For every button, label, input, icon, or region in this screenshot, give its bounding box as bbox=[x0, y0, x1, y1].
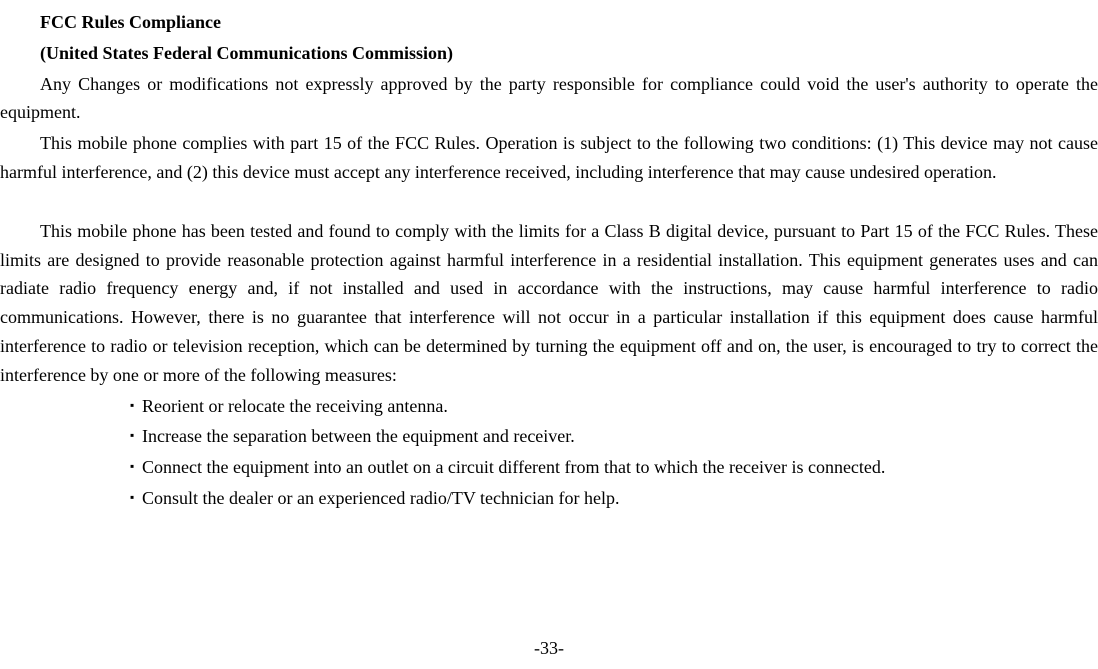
list-item: Reorient or relocate the receiving anten… bbox=[130, 392, 1098, 421]
page-number: -33- bbox=[0, 634, 1098, 663]
list-item: Connect the equipment into an outlet on … bbox=[130, 453, 1098, 482]
paragraph-3: This mobile phone has been tested and fo… bbox=[0, 217, 1098, 390]
measures-list: Reorient or relocate the receiving anten… bbox=[130, 392, 1098, 513]
fcc-heading-2: (United States Federal Communications Co… bbox=[40, 39, 1098, 68]
paragraph-1: Any Changes or modifications not express… bbox=[0, 70, 1098, 128]
paragraph-spacer bbox=[0, 189, 1098, 217]
list-item: Increase the separation between the equi… bbox=[130, 422, 1098, 451]
fcc-heading-1: FCC Rules Compliance bbox=[40, 8, 1098, 37]
list-item: Consult the dealer or an experienced rad… bbox=[130, 484, 1098, 513]
paragraph-2: This mobile phone complies with part 15 … bbox=[0, 129, 1098, 187]
